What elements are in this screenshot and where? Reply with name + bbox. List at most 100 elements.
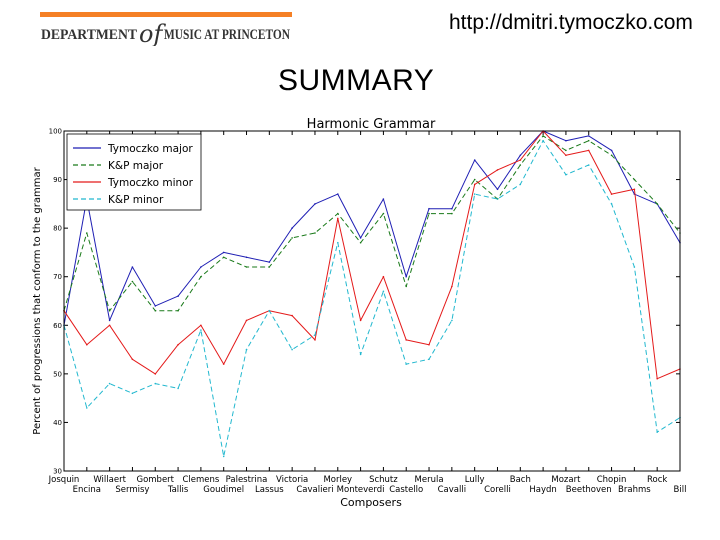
data-point-kandp-minor [587,164,590,166]
data-point-tymoczko-major [610,149,613,152]
data-point-tymoczko-minor [633,188,636,191]
data-point-tymoczko-major [268,261,271,263]
data-point-kandp-minor [108,382,111,385]
data-point-tymoczko-minor [154,373,157,375]
series-line-kandp-minor [63,140,681,457]
data-point-kandp-minor [245,348,248,351]
legend-box [66,133,202,211]
data-point-kandp-minor [519,183,522,186]
data-point-kandp-minor [291,348,293,351]
data-point-kandp-minor [633,266,636,268]
data-point-kandp-major [565,149,567,152]
data-point-tymoczko-minor [473,183,476,186]
data-point-tymoczko-major [405,275,408,278]
x-tick-label-castello: Castello [389,485,423,495]
data-point-kandp-major [587,139,590,142]
data-point-kandp-major [382,212,385,215]
x-tick-label-sermisy: Sermisy [115,485,149,495]
data-point-tymoczko-minor [131,358,134,361]
data-point-kandp-minor [359,353,362,356]
data-point-tymoczko-minor [337,217,339,220]
data-point-tymoczko-major [359,237,362,239]
x-tick-label-cavalli: Cavalli [438,485,466,495]
y-tick-label: 80 [53,225,62,233]
data-point-tymoczko-minor [314,339,316,341]
data-point-tymoczko-major [428,207,430,210]
data-point-tymoczko-major [314,203,316,205]
data-point-tymoczko-major [154,305,157,307]
chart-title: Harmonic Grammar [307,117,436,132]
series-line-tymoczko-minor [63,130,681,380]
x-tick-label-merula: Merula [415,475,444,485]
data-point-kandp-minor [268,309,271,312]
data-point-kandp-minor [405,363,408,365]
data-point-kandp-major [633,178,636,181]
x-tick-label-lully: Lully [465,475,485,485]
data-point-tymoczko-minor [291,314,293,317]
data-point-tymoczko-minor [177,343,179,346]
data-point-tymoczko-major [131,266,134,268]
data-point-tymoczko-major [565,139,567,142]
data-point-tymoczko-major [177,295,179,297]
x-axis-label: Composers [340,496,402,509]
logo-text-left: DEPARTMENT [41,27,137,43]
data-point-kandp-major [86,232,88,234]
data-point-kandp-major [610,154,613,157]
data-point-kandp-major [222,256,225,259]
data-point-kandp-minor [496,198,499,200]
x-tick-label-clemens: Clemens [182,475,219,485]
data-point-kandp-minor [473,193,476,195]
data-point-kandp-minor [428,358,430,361]
y-tick-label: 50 [53,370,62,378]
x-tick-label-brahms: Brahms [618,485,651,495]
data-point-kandp-minor [154,382,157,385]
data-point-tymoczko-minor [656,377,658,380]
series-line-tymoczko-major [63,130,681,326]
x-tick-label-lassus: Lassus [255,485,284,495]
data-point-tymoczko-minor [382,275,385,278]
data-point-kandp-major [154,309,157,312]
data-point-tymoczko-minor [86,343,88,346]
data-point-kandp-major [405,285,408,288]
data-point-tymoczko-minor [496,169,499,171]
data-point-tymoczko-major [519,154,522,157]
data-point-kandp-minor [86,407,88,409]
data-point-kandp-major [428,212,430,215]
data-point-tymoczko-minor [587,149,590,152]
data-point-tymoczko-major [222,251,225,254]
data-point-kandp-major [131,280,134,283]
x-tick-label-chopin: Chopin [597,475,627,485]
website-url[interactable]: http://dmitri.tymoczko.com [449,11,693,34]
series-line-kandp-major [63,135,681,312]
slide-heading: SUMMARY [278,64,435,97]
x-tick-label-morley: Morley [323,475,352,485]
logo-text-script: of [139,20,166,46]
chart-legend: Tymoczko major K&P major Tymoczko minor K&P… [66,133,202,211]
data-point-kandp-minor [542,139,544,142]
data-point-kandp-major [359,241,362,244]
data-point-kandp-minor [565,173,567,176]
data-point-kandp-minor [200,329,202,331]
data-point-tymoczko-major [200,266,202,268]
x-tick-label-haydn: Haydn [529,485,556,495]
y-tick-label: 70 [53,273,62,281]
data-point-kandp-major [314,232,316,234]
data-point-tymoczko-minor [245,319,248,322]
x-tick-label-josquin: Josquin [48,475,80,485]
data-point-kandp-major [268,266,271,268]
y-tick-label: 30 [53,468,62,476]
data-point-kandp-major [656,203,658,205]
logo-top-bar [40,12,292,17]
data-point-tymoczko-major [496,188,499,191]
data-point-tymoczko-minor [359,319,362,322]
data-point-tymoczko-minor [428,343,430,346]
data-point-tymoczko-minor [519,159,522,161]
y-tick-label: 60 [53,322,62,330]
data-point-tymoczko-minor [451,285,453,288]
data-point-kandp-major [245,266,248,268]
data-point-kandp-minor [610,203,613,205]
y-tick-label: 90 [53,176,62,184]
legend-label-kandp-minor: K&P minor [108,194,164,206]
x-tick-label-bach: Bach [510,475,531,485]
data-point-kandp-minor [656,431,658,433]
